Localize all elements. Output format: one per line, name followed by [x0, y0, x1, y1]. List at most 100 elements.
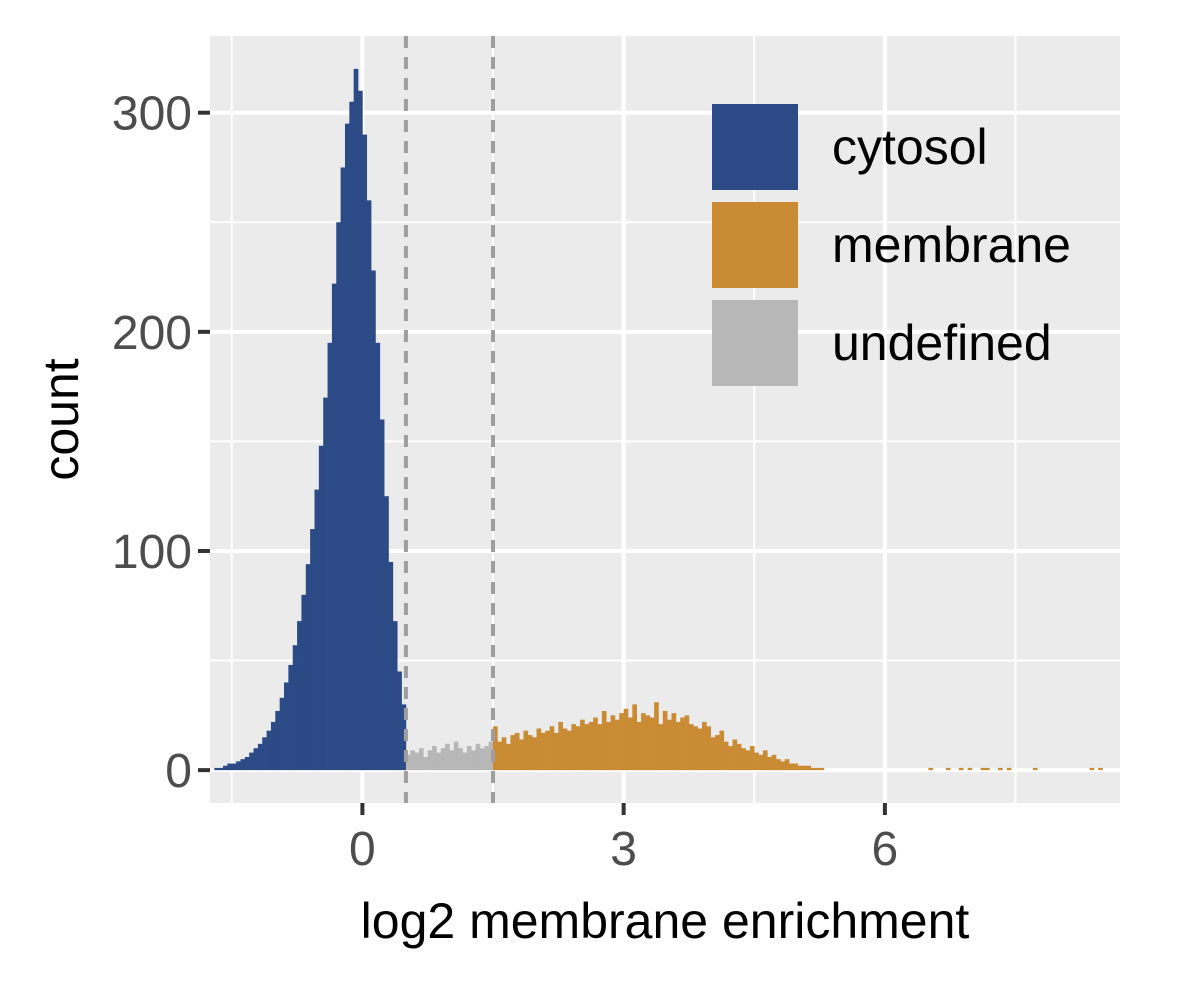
- histogram-bar-cytosol: [314, 489, 320, 771]
- histogram-bar-membrane: [797, 765, 803, 771]
- histogram-bar-membrane: [819, 767, 825, 771]
- histogram-bar-cytosol: [236, 761, 241, 771]
- histogram-bar-membrane: [806, 765, 812, 771]
- histogram-bar-membrane: [719, 730, 725, 771]
- histogram-bar-cytosol: [253, 748, 259, 771]
- histogram-bar-cytosol: [284, 682, 289, 771]
- histogram-bar-undefined: [466, 746, 472, 771]
- histogram-bar-membrane: [571, 724, 577, 771]
- histogram-bar-cytosol: [223, 765, 228, 771]
- histogram-bar-cytosol: [218, 767, 224, 771]
- histogram-bar-cytosol: [331, 283, 337, 771]
- histogram-bar-membrane: [510, 735, 516, 771]
- histogram-bar-membrane: [736, 743, 742, 771]
- histogram-bar-undefined: [449, 750, 455, 771]
- histogram-bar-undefined: [436, 752, 442, 771]
- histogram-bar-membrane: [702, 721, 707, 771]
- histogram-bar-undefined: [427, 750, 433, 771]
- histogram-bar-cytosol: [392, 621, 398, 771]
- histogram-bar-undefined: [453, 741, 459, 771]
- legend-key-undefined: [712, 300, 798, 386]
- histogram-bar-membrane: [593, 717, 598, 771]
- histogram-bar-membrane: [667, 719, 672, 771]
- histogram-bar-membrane: [706, 726, 712, 771]
- histogram-bar-membrane: [1032, 767, 1038, 771]
- legend-key-cytosol: [712, 104, 798, 190]
- histogram-bar-membrane: [980, 767, 986, 771]
- histogram-bar-cytosol: [384, 496, 389, 771]
- histogram-bar-membrane: [732, 739, 738, 771]
- histogram-bar-membrane: [998, 767, 1003, 771]
- y-tick-label: 100: [112, 526, 192, 579]
- histogram-bar-membrane: [741, 748, 746, 771]
- histogram-bar-cytosol: [323, 397, 328, 771]
- histogram-bar-undefined: [484, 746, 489, 771]
- histogram-bar-cytosol: [297, 621, 302, 771]
- histogram-bar-membrane: [762, 750, 768, 771]
- histogram-bar-undefined: [423, 756, 429, 771]
- histogram-bar-membrane: [519, 739, 524, 771]
- histogram-bar-undefined: [471, 750, 476, 771]
- histogram-bars: [214, 68, 1103, 771]
- y-tick-label: 300: [112, 88, 192, 141]
- histogram-bar-membrane: [619, 713, 624, 771]
- histogram-bar-membrane: [614, 719, 620, 771]
- histogram-bar-cytosol: [401, 704, 407, 771]
- x-axis-title: log2 membrane enrichment: [361, 893, 970, 949]
- histogram-bar-membrane: [558, 721, 563, 771]
- histogram-bar-membrane: [802, 765, 807, 771]
- histogram-bar-cytosol: [397, 671, 402, 771]
- histogram-bar-cytosol: [214, 767, 220, 771]
- legend-label-cytosol: cytosol: [832, 119, 988, 175]
- histogram-bar-membrane: [662, 710, 668, 771]
- histogram-bar-membrane: [693, 726, 698, 771]
- histogram-bar-membrane: [784, 759, 790, 771]
- histogram-bar-membrane: [553, 732, 559, 771]
- histogram-bar-undefined: [462, 752, 468, 771]
- y-axis-title: count: [33, 358, 89, 480]
- histogram-bar-cytosol: [336, 222, 341, 771]
- histogram-bar-membrane: [745, 750, 751, 771]
- legend: cytosol membrane undefined: [712, 104, 1071, 386]
- histogram-bar-membrane: [723, 741, 729, 771]
- histogram-bar-membrane: [606, 721, 611, 771]
- histogram-bar-membrane: [514, 732, 520, 771]
- histogram-bar-membrane: [601, 710, 607, 771]
- histogram-bar-membrane: [749, 746, 755, 771]
- histogram-bar-membrane: [627, 717, 633, 771]
- histogram-bar-cytosol: [240, 759, 246, 771]
- histogram-bar-cytosol: [366, 200, 372, 771]
- histogram-bar-membrane: [523, 730, 529, 771]
- histogram-bar-membrane: [610, 715, 616, 771]
- histogram-bar-membrane: [649, 717, 655, 771]
- axes: 0 100 200 300 0 3 6: [112, 88, 898, 876]
- histogram-bar-membrane: [1098, 767, 1103, 771]
- threshold-lines: [403, 36, 496, 803]
- histogram-bar-cytosol: [262, 737, 267, 771]
- histogram-bar-membrane: [958, 767, 964, 771]
- histogram-bar-membrane: [536, 728, 542, 771]
- histogram-bar-cytosol: [340, 167, 346, 771]
- histogram-bar-cytosol: [349, 101, 354, 771]
- histogram-bar-membrane: [967, 767, 973, 771]
- histogram-bar-membrane: [789, 763, 794, 771]
- legend-label-membrane: membrane: [832, 217, 1071, 273]
- histogram-bar-membrane: [645, 715, 651, 771]
- histogram-bar-membrane: [675, 721, 681, 771]
- histogram-bar-membrane: [715, 735, 720, 771]
- histogram-bar-membrane: [493, 726, 498, 771]
- histogram-bar-cytosol: [301, 594, 307, 771]
- histogram-bar-membrane: [776, 759, 781, 771]
- histogram-bar-cytosol: [327, 342, 333, 771]
- histogram-bar-cytosol: [266, 730, 272, 771]
- histogram-bar-membrane: [658, 724, 664, 771]
- histogram-bar-membrane: [697, 728, 703, 771]
- legend-label-undefined: undefined: [832, 315, 1052, 371]
- histogram-bar-membrane: [567, 730, 572, 771]
- histogram-bar-cytosol: [362, 134, 368, 771]
- histogram-bar-cytosol: [375, 342, 381, 771]
- histogram-bar-cytosol: [388, 561, 394, 771]
- histogram-bar-membrane: [810, 767, 816, 771]
